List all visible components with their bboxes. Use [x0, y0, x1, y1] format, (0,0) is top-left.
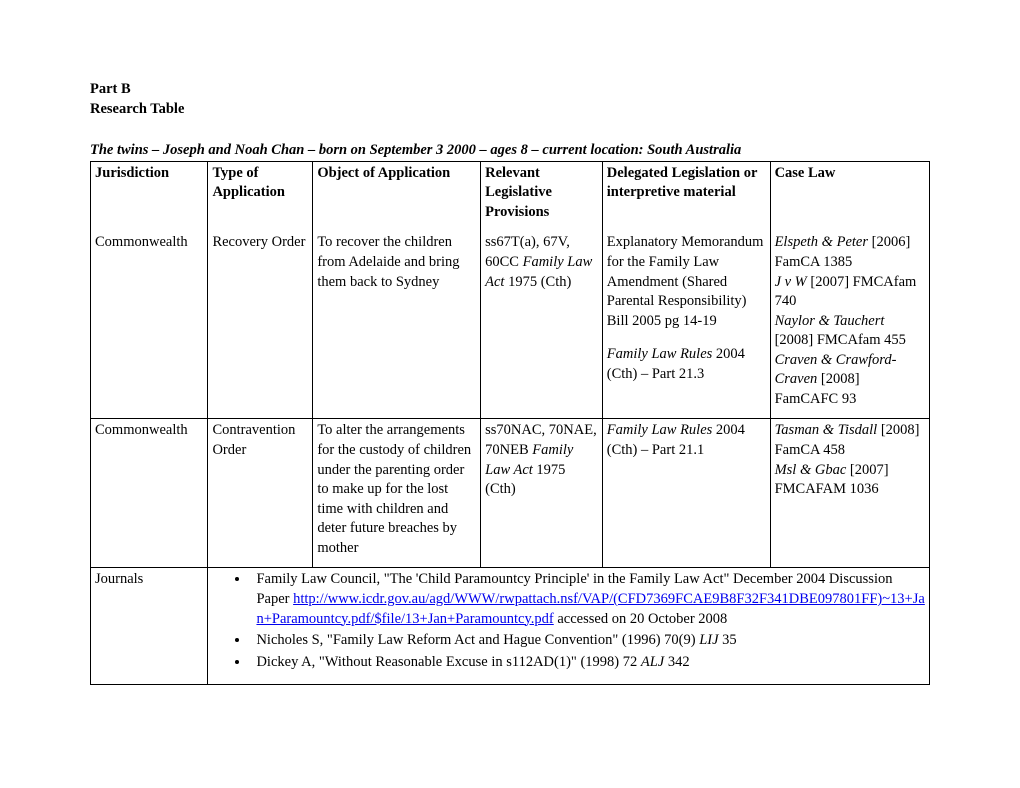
hdr-caselaw: Case Law [770, 161, 929, 231]
table-row-journals: Journals Family Law Council, "The 'Child… [91, 568, 930, 685]
case-name: Tasman & Tisdall [775, 422, 878, 438]
journal-text: Dickey A, "Without Reasonable Excuse in … [256, 654, 640, 670]
case-item: Elspeth & Peter [2006] FamCA 1385 [775, 233, 925, 272]
table-header-row: Jurisdiction Type of Application Object … [91, 161, 930, 231]
journal-abbrev: ALJ [641, 654, 664, 670]
cell-journals-label: Journals [91, 568, 208, 685]
table-row: Commonwealth Contravention Order To alte… [91, 419, 930, 568]
journal-item: Dickey A, "Without Reasonable Excuse in … [250, 653, 925, 673]
journal-accessed: accessed on 20 October 2008 [554, 611, 728, 627]
cell-type: Contravention Order [208, 419, 313, 568]
journal-page: 35 [719, 632, 737, 648]
journal-text: Nicholes S, "Family Law Reform Act and H… [256, 632, 699, 648]
hdr-type: Type of Application [208, 161, 313, 231]
cell-provisions: ss67T(a), 67V, 60CC Family Law Act 1975 … [481, 231, 603, 419]
case-item: J v W [2007] FMCAfam 740 [775, 273, 925, 312]
cell-object: To alter the arrangements for the custod… [313, 419, 481, 568]
journals-list: Family Law Council, "The 'Child Paramoun… [212, 570, 925, 672]
cell-object: To recover the children from Adelaide an… [313, 231, 481, 419]
delegated-para-1: Explanatory Memorandum for the Family La… [607, 233, 766, 331]
cell-jurisdiction: Commonwealth [91, 419, 208, 568]
case-item: Craven & Crawford-Craven [2008] FamCAFC … [775, 351, 925, 410]
cell-caselaw: Tasman & Tisdall [2008] FamCA 458 Msl & … [770, 419, 929, 568]
table-row: Commonwealth Recovery Order To recover t… [91, 231, 930, 419]
case-item: Msl & Gbac [2007] FMCAFAM 1036 [775, 461, 925, 500]
case-name: Elspeth & Peter [775, 234, 868, 250]
cell-jurisdiction: Commonwealth [91, 231, 208, 419]
subtitle-heading: Research Table [90, 100, 930, 120]
part-heading: Part B [90, 80, 930, 100]
journal-item: Nicholes S, "Family Law Reform Act and H… [250, 631, 925, 651]
case-name: J v W [775, 274, 807, 290]
cell-caselaw: Elspeth & Peter [2006] FamCA 1385 J v W … [770, 231, 929, 419]
case-item: Naylor & Tauchert [2008] FMCAfam 455 [775, 312, 925, 351]
cell-provisions: ss70NAC, 70NAE, 70NEB Family Law Act 197… [481, 419, 603, 568]
hdr-jurisdiction: Jurisdiction [91, 161, 208, 231]
cell-type: Recovery Order [208, 231, 313, 419]
delegated-para-2: Family Law Rules 2004 (Cth) – Part 21.3 [607, 345, 766, 384]
hdr-provisions: Relevant Legislative Provisions [481, 161, 603, 231]
prov-year: 1975 (Cth) [504, 274, 571, 290]
journal-page: 342 [664, 654, 689, 670]
case-name: Msl & Gbac [775, 462, 847, 478]
table-title: The twins – Joseph and Noah Chan – born … [90, 141, 930, 161]
case-name: Naylor & Tauchert [775, 313, 885, 329]
research-table: Jurisdiction Type of Application Object … [90, 161, 930, 686]
journal-item: Family Law Council, "The 'Child Paramoun… [250, 570, 925, 629]
hdr-delegated: Delegated Legislation or interpretive ma… [602, 161, 770, 231]
delegated-rules-italic: Family Law Rules [607, 346, 713, 362]
hdr-object: Object of Application [313, 161, 481, 231]
delegated-rules-italic: Family Law Rules [607, 422, 713, 438]
cell-delegated: Family Law Rules 2004 (Cth) – Part 21.1 [602, 419, 770, 568]
cell-delegated: Explanatory Memorandum for the Family La… [602, 231, 770, 419]
case-cite: [2008] FMCAfam 455 [775, 332, 906, 348]
journal-abbrev: LIJ [699, 632, 718, 648]
case-item: Tasman & Tisdall [2008] FamCA 458 [775, 421, 925, 460]
cell-journals-body: Family Law Council, "The 'Child Paramoun… [208, 568, 930, 685]
